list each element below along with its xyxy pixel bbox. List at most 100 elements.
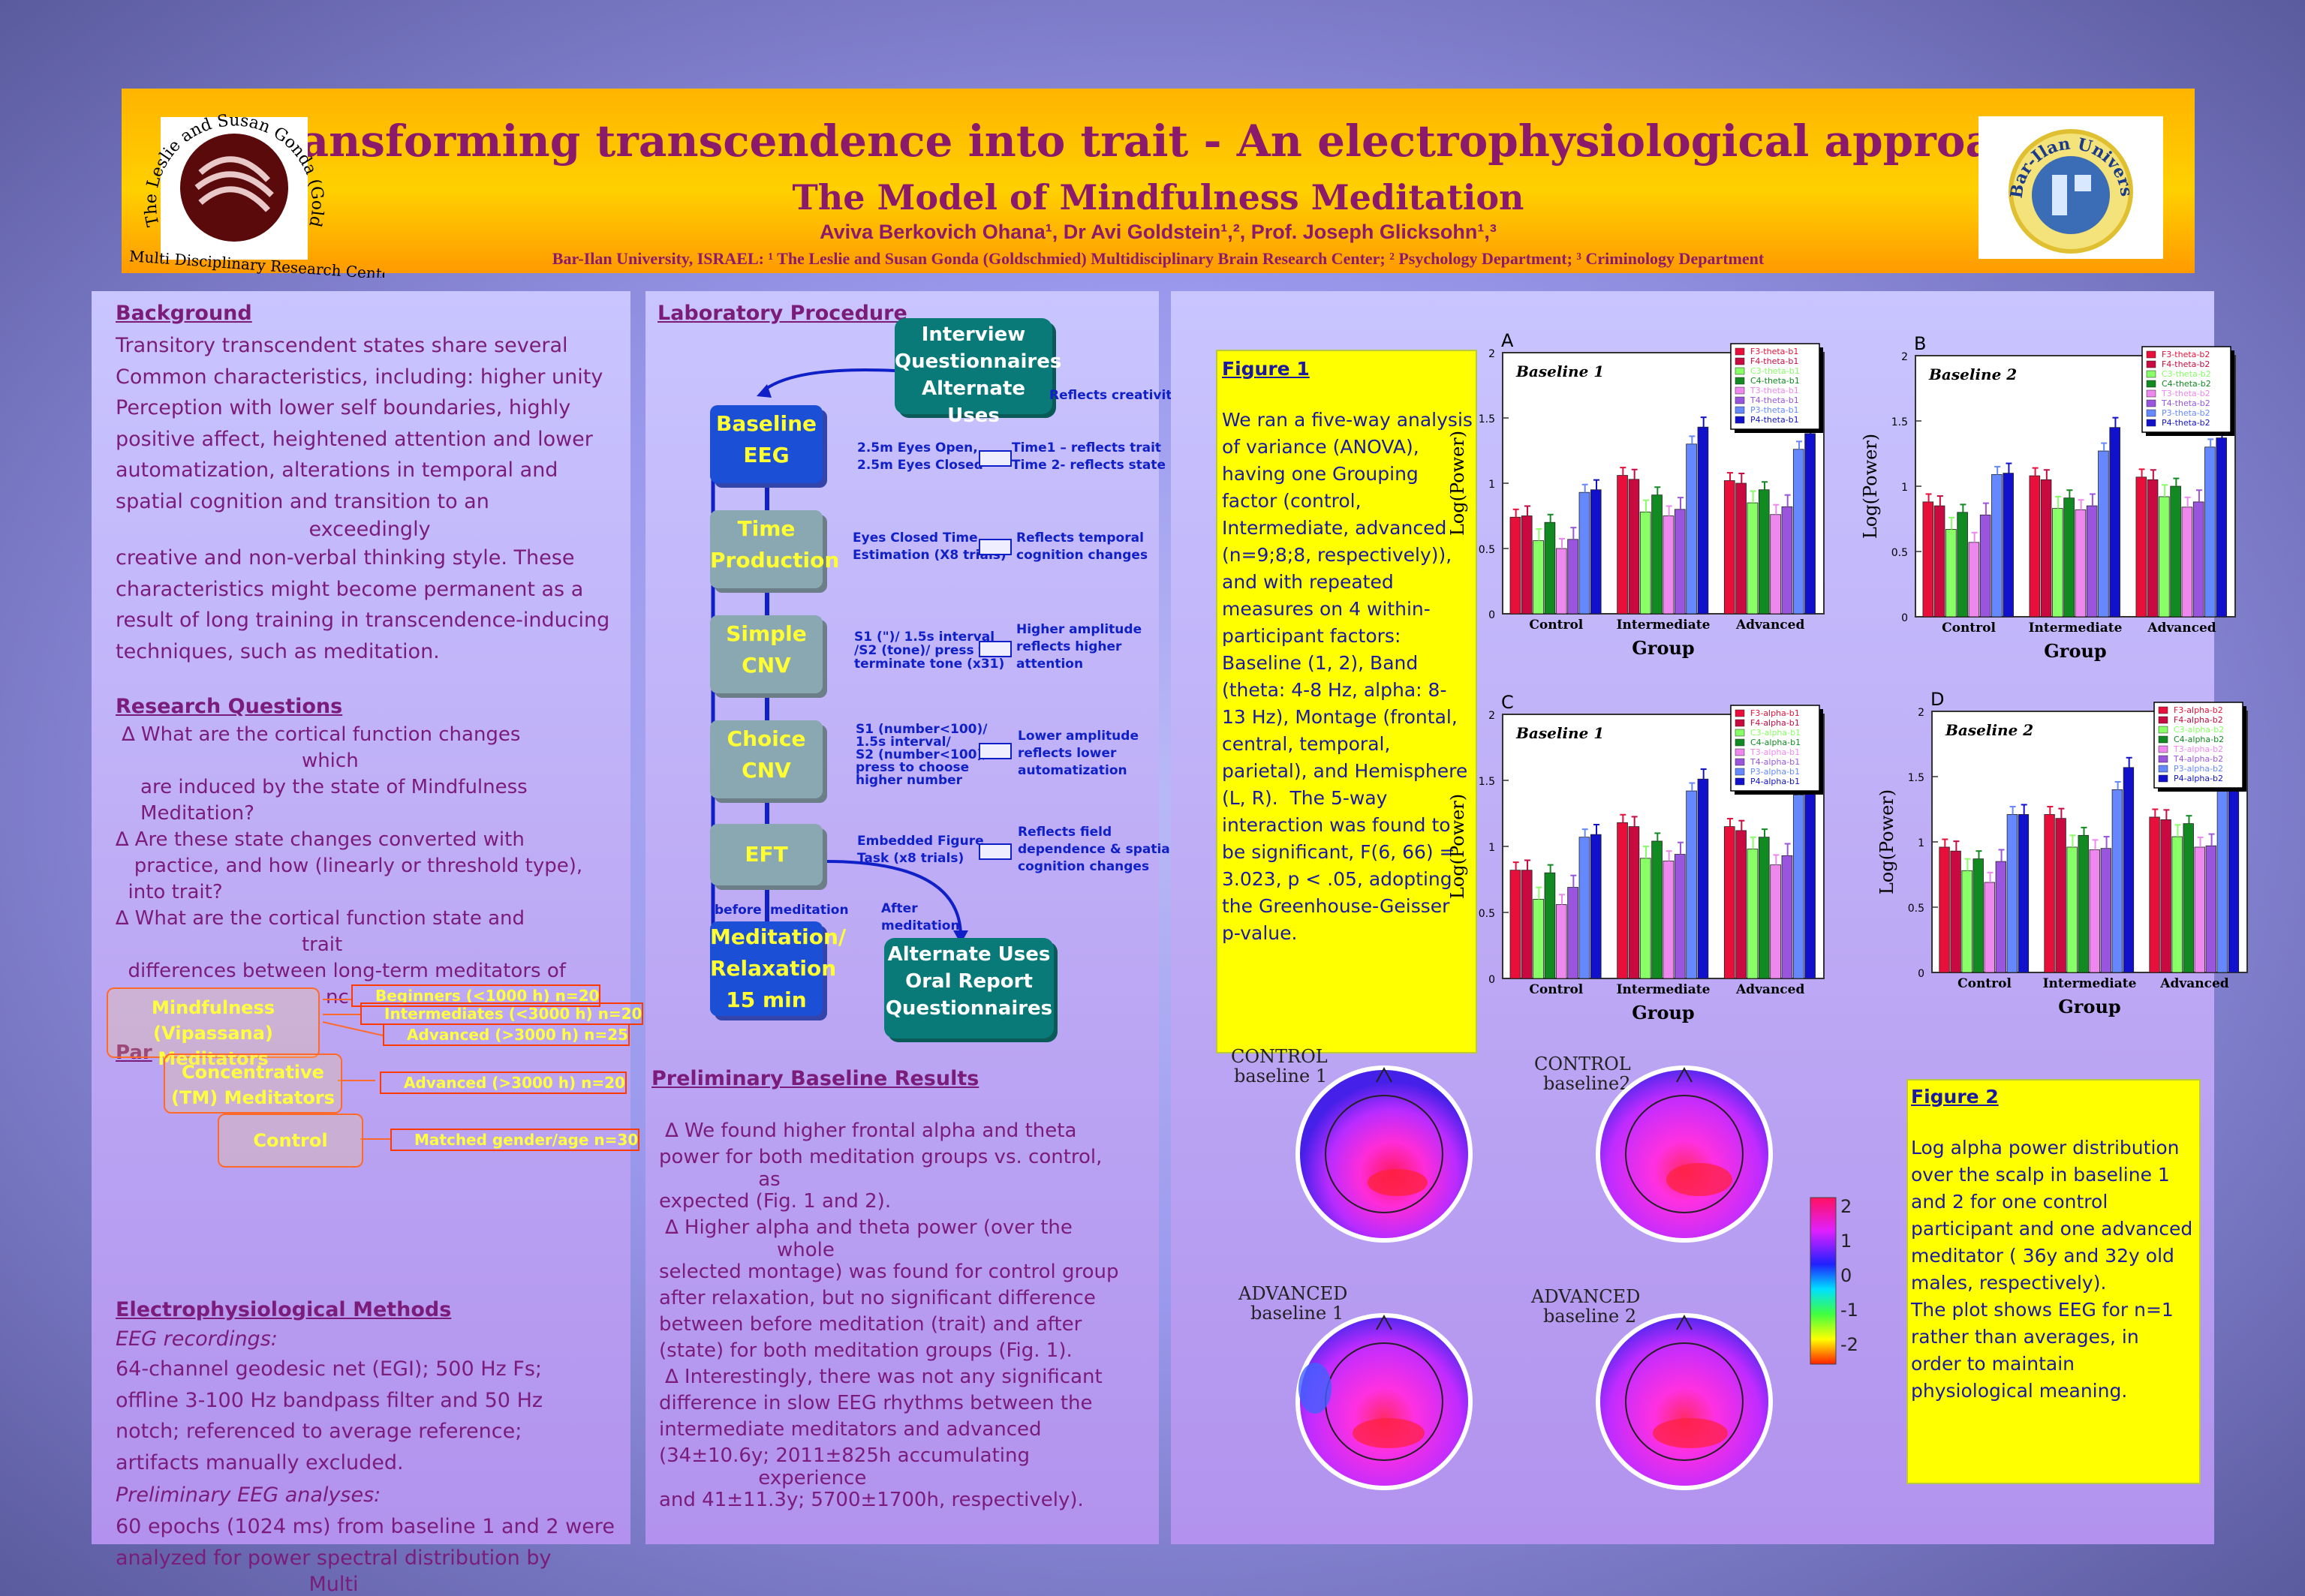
final-tasks-box: Alternate Uses Oral Report Questionnaire…	[884, 938, 1054, 1038]
step-note: Reflects temporal cognition changes	[1016, 530, 1148, 563]
background-text: Transitory transcendent states share sev…	[116, 330, 609, 667]
step-time-production: Time Production	[710, 510, 840, 588]
research-line: ∆ Are these state changes converted with	[116, 828, 525, 851]
background-line: exceedingly	[116, 518, 431, 541]
step-desc: Eyes Closed Time Estimation (X8 trials)	[853, 530, 1007, 563]
figure2-line: rather than averages, in	[1911, 1326, 2139, 1348]
topomap-label: baseline 1	[1234, 1066, 1327, 1087]
group-control: Control	[218, 1114, 363, 1168]
interview-line: Interview	[921, 323, 1026, 346]
results-line: after relaxation, but no significant dif…	[659, 1287, 1096, 1309]
colorbar-tick: -1	[1840, 1300, 1858, 1321]
results-line: between before meditation (trait) and af…	[659, 1313, 1082, 1336]
methods-eeg-text: 64-channel geodesic net (EGI); 500 Hz Fs…	[116, 1354, 543, 1478]
figure1-line: (n=9;8;8, respectively)),	[1222, 544, 1452, 566]
arrow-icon	[979, 743, 1012, 759]
step-label: Production	[710, 548, 840, 573]
background-line: automatization, alterations in temporal …	[116, 458, 558, 482]
topomap-label: baseline2	[1543, 1073, 1630, 1094]
methods-analyses-text: 60 epochs (1024 ms) from baseline 1 and …	[116, 1511, 615, 1596]
step-note: Higher amplitude reflects higher attention	[1016, 622, 1142, 672]
figure2-line: order to maintain	[1911, 1353, 2075, 1375]
research-line: are induced by the state of Mindfulness	[116, 776, 528, 798]
background-line: Common characteristics, including: highe…	[116, 365, 603, 389]
topomap-advanced-b2	[1596, 1313, 1773, 1490]
poster-title: Transforming transcendence into trait - …	[248, 116, 2068, 167]
bar-ilan-logo: Bar-Ilan University	[1979, 116, 2163, 259]
bar	[2216, 788, 2228, 973]
tag-beginners: Beginners (<1000 h) n=20	[351, 984, 601, 1007]
results-line: power for both meditation groups vs. con…	[659, 1146, 1103, 1168]
figure1-line: participant factors:	[1222, 625, 1401, 647]
research-line: differences between long-term meditators…	[116, 960, 566, 982]
results-line: ∆ Interestingly, there was not any signi…	[659, 1366, 1103, 1388]
results-line: (34±10.6y; 2011±825h accumulating	[659, 1444, 1030, 1467]
step-eft: EFT	[710, 824, 823, 885]
figure1-line: be significant, F(6, 66) =	[1222, 841, 1455, 863]
step-label: Meditation/	[710, 924, 847, 949]
after-label: After meditation	[881, 901, 960, 933]
figure1-line: measures on 4 within-	[1222, 598, 1431, 620]
step-label: Baseline	[715, 411, 817, 436]
methods-line: Multi	[116, 1573, 359, 1596]
poster-subtitle: The Model of Mindfulness Meditation	[792, 177, 1524, 218]
lab-procedure-heading: Laboratory Procedure	[657, 302, 907, 325]
figure1-line: having one Grouping	[1222, 463, 1419, 485]
figure2-line: meditator ( 36y and 32y old	[1911, 1245, 2174, 1267]
figure2-box: Figure 2 Log alpha power distribution ov…	[1906, 1079, 2201, 1484]
group-tm: Concentrative (TM) Meditators	[164, 1053, 342, 1114]
step-choice-cnv: Choice CNV	[710, 720, 823, 798]
figure1-line: the Greenhouse-Geisser	[1222, 895, 1450, 917]
figure1-line: 13 Hz), Montage (frontal,	[1222, 706, 1458, 728]
left-column-panel: Background Transitory transcendent state…	[92, 291, 630, 1596]
results-line: difference in slow EEG rhythms between t…	[659, 1392, 1093, 1414]
colorbar-tick: 1	[1840, 1231, 1852, 1252]
colorbar-tick: -2	[1840, 1334, 1858, 1355]
results-line: experience	[659, 1467, 867, 1489]
topomap-label: ADVANCED	[1238, 1283, 1347, 1304]
research-line: practice, and how (linearly or threshold…	[116, 855, 583, 877]
results-line: whole	[659, 1239, 835, 1261]
figure2-line: Log alpha power distribution	[1911, 1137, 2180, 1159]
step-desc: Embedded Figure Task (x8 trials)	[857, 834, 984, 866]
results-text: ∆ We found higher frontal alpha and thet…	[659, 1118, 1118, 1513]
background-line: positive affect, heightened attention an…	[116, 427, 593, 451]
step-label: EFT	[745, 842, 788, 867]
colorbar-tick: 0	[1840, 1265, 1852, 1286]
figure1-line: (theta: 4-8 Hz, alpha: 8-	[1222, 679, 1447, 701]
figure2-line: males, respectively).	[1911, 1272, 2107, 1294]
research-line: trait	[116, 933, 343, 956]
figure2-line: participant and one advanced	[1911, 1218, 2193, 1240]
interview-note: Reflects creativity	[1049, 388, 1181, 403]
step-baseline-eeg: Baseline EEG	[710, 405, 823, 483]
bar	[2216, 437, 2227, 618]
step-label: CNV	[742, 653, 791, 678]
step-note: Time1 – reflects trait Time 2- reflects s…	[1012, 440, 1166, 473]
arrow-icon	[979, 843, 1012, 860]
topomap-control-b2	[1596, 1066, 1773, 1243]
group-vipassana: Mindfulness (Vipassana) Meditators	[107, 987, 320, 1069]
step-desc: 2.5m Eyes Open, 2.5m Eyes Closed	[857, 440, 983, 473]
research-questions-text: ∆ What are the cortical function changes…	[116, 722, 582, 984]
research-line: which	[116, 750, 359, 772]
research-line: Meditation?	[116, 802, 254, 825]
figure2-line: over the scalp in baseline 1	[1911, 1164, 2170, 1186]
figure1-line: and with repeated	[1222, 571, 1394, 593]
final-line: Questionnaires	[885, 997, 1053, 1020]
title-banner: Transforming transcendence into trait - …	[122, 89, 2195, 273]
poster-affiliations: Bar-Ilan University, ISRAEL: ¹ The Lesli…	[552, 249, 1765, 268]
research-line: ∆ What are the cortical function state a…	[116, 907, 525, 930]
tag-matched: Matched gender/age n=30	[390, 1129, 640, 1151]
arrow-icon	[979, 539, 1012, 555]
step-label: CNV	[742, 758, 791, 783]
meditation-label: meditation	[770, 903, 849, 918]
poster-authors: Aviva Berkovich Ohana¹, Dr Avi Goldstein…	[820, 221, 1497, 243]
results-line: selected montage) was found for control …	[659, 1261, 1119, 1283]
results-line: intermediate meditators and advanced	[659, 1418, 1042, 1441]
methods-line: artifacts manually excluded.	[116, 1450, 404, 1474]
figure1-line: Baseline (1, 2), Band	[1222, 652, 1419, 674]
topomap-colorbar: 2 1 0 -1 -2	[1810, 1196, 1858, 1365]
figure2-line: The plot shows EEG for n=1	[1911, 1299, 2174, 1321]
colorbar-tick: 2	[1840, 1196, 1852, 1217]
figure1-line: parietal), and Hemisphere	[1222, 760, 1468, 782]
